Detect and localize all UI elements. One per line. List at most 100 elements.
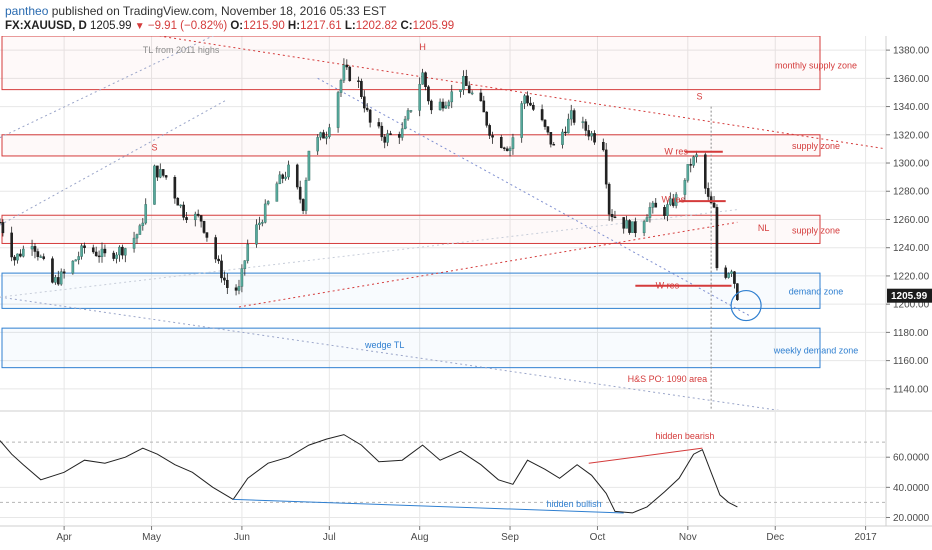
candle (94, 251, 98, 257)
candle (386, 133, 389, 143)
candle (736, 283, 739, 300)
price-zone (1, 272, 821, 309)
y-tick-label: 1300.00 (893, 159, 930, 170)
y-tick-label: 1160.00 (893, 356, 929, 367)
candle (424, 72, 427, 88)
candle (505, 148, 509, 151)
candle (631, 221, 634, 233)
candle (508, 148, 512, 151)
y-tick-label: 1140.00 (893, 384, 929, 395)
candle (83, 245, 86, 248)
candle (543, 119, 547, 127)
candle (138, 225, 142, 235)
x-tick-label: May (142, 532, 161, 543)
candle (158, 169, 162, 178)
oscillator-grid (0, 410, 932, 527)
x-tick-label: Jun (234, 532, 250, 543)
candle (389, 133, 392, 135)
chart-annotation: H (419, 42, 426, 52)
candle (263, 203, 267, 223)
close-value: 1205.99 (412, 20, 455, 32)
candle (549, 132, 553, 145)
low-label: L: (344, 20, 356, 32)
candle (368, 109, 372, 123)
candle (205, 232, 209, 238)
candle (450, 91, 454, 103)
x-tick-label: Sep (501, 532, 519, 543)
oscillator-layer (0, 434, 738, 514)
candle (663, 207, 666, 216)
tl-from-2011-highs (156, 36, 886, 150)
candle (39, 256, 43, 258)
chart-annotation: NL (758, 223, 770, 233)
change-value: −9.91 (−0.82%) (147, 20, 228, 32)
candle (124, 248, 127, 256)
chart-annotation: W res (664, 147, 688, 157)
symbol-label[interactable]: FX:XAUUSD, D (5, 20, 87, 32)
byline: pantheo published on TradingView.com, No… (5, 4, 386, 18)
candle (520, 103, 523, 138)
candle (695, 154, 698, 158)
candle (529, 102, 532, 106)
candle (709, 196, 713, 204)
candle (164, 175, 168, 178)
price-zone (1, 214, 821, 244)
candle (36, 251, 40, 257)
candle (135, 234, 139, 239)
candle (287, 164, 290, 178)
chart-annotation: W res (656, 281, 680, 291)
y-tick-label: 1260.00 (893, 215, 930, 226)
candle (622, 217, 625, 229)
candle (176, 197, 180, 206)
candle (100, 248, 104, 257)
candle (511, 137, 515, 149)
candle (607, 183, 611, 215)
oscillator-annotations: hidden bearish hidden bullish (547, 431, 715, 509)
candle (465, 76, 468, 86)
candle (587, 130, 591, 137)
candle (706, 188, 710, 197)
candle (648, 207, 652, 218)
chart-annotation: demand zone (789, 286, 844, 296)
osc-annotation: hidden bearish (655, 431, 714, 441)
candle (322, 132, 325, 139)
candle (156, 165, 159, 178)
candle (121, 246, 124, 256)
candle (727, 273, 730, 278)
candle (479, 92, 483, 102)
candle (610, 214, 614, 218)
last-price: 1205.99 (89, 20, 132, 32)
candle (438, 101, 442, 111)
candle (447, 101, 451, 107)
candle (59, 271, 63, 285)
candle (552, 144, 556, 146)
candle (502, 147, 506, 149)
candle (179, 204, 182, 207)
candle (601, 142, 605, 151)
last-price-label: 1205.99 (891, 291, 928, 302)
trendline-layer (0, 36, 886, 410)
candle (266, 201, 270, 205)
candle (564, 131, 567, 134)
x-tick-label: Oct (590, 532, 606, 543)
candle (485, 111, 489, 126)
resistance-lines (635, 150, 762, 322)
candle (421, 72, 424, 85)
x-tick-label: Dec (766, 532, 784, 543)
mid-trendline (0, 99, 228, 226)
candle (223, 277, 226, 281)
candle (532, 104, 535, 110)
candle (540, 109, 544, 121)
candle (403, 118, 407, 129)
candle (400, 128, 404, 138)
author-link[interactable]: pantheo (5, 4, 49, 18)
wedge-trendline (0, 296, 780, 410)
candle (22, 248, 25, 257)
candle (418, 84, 421, 111)
candle (16, 253, 19, 261)
price-zone (1, 134, 821, 157)
candle (319, 132, 322, 138)
candle (406, 110, 410, 120)
